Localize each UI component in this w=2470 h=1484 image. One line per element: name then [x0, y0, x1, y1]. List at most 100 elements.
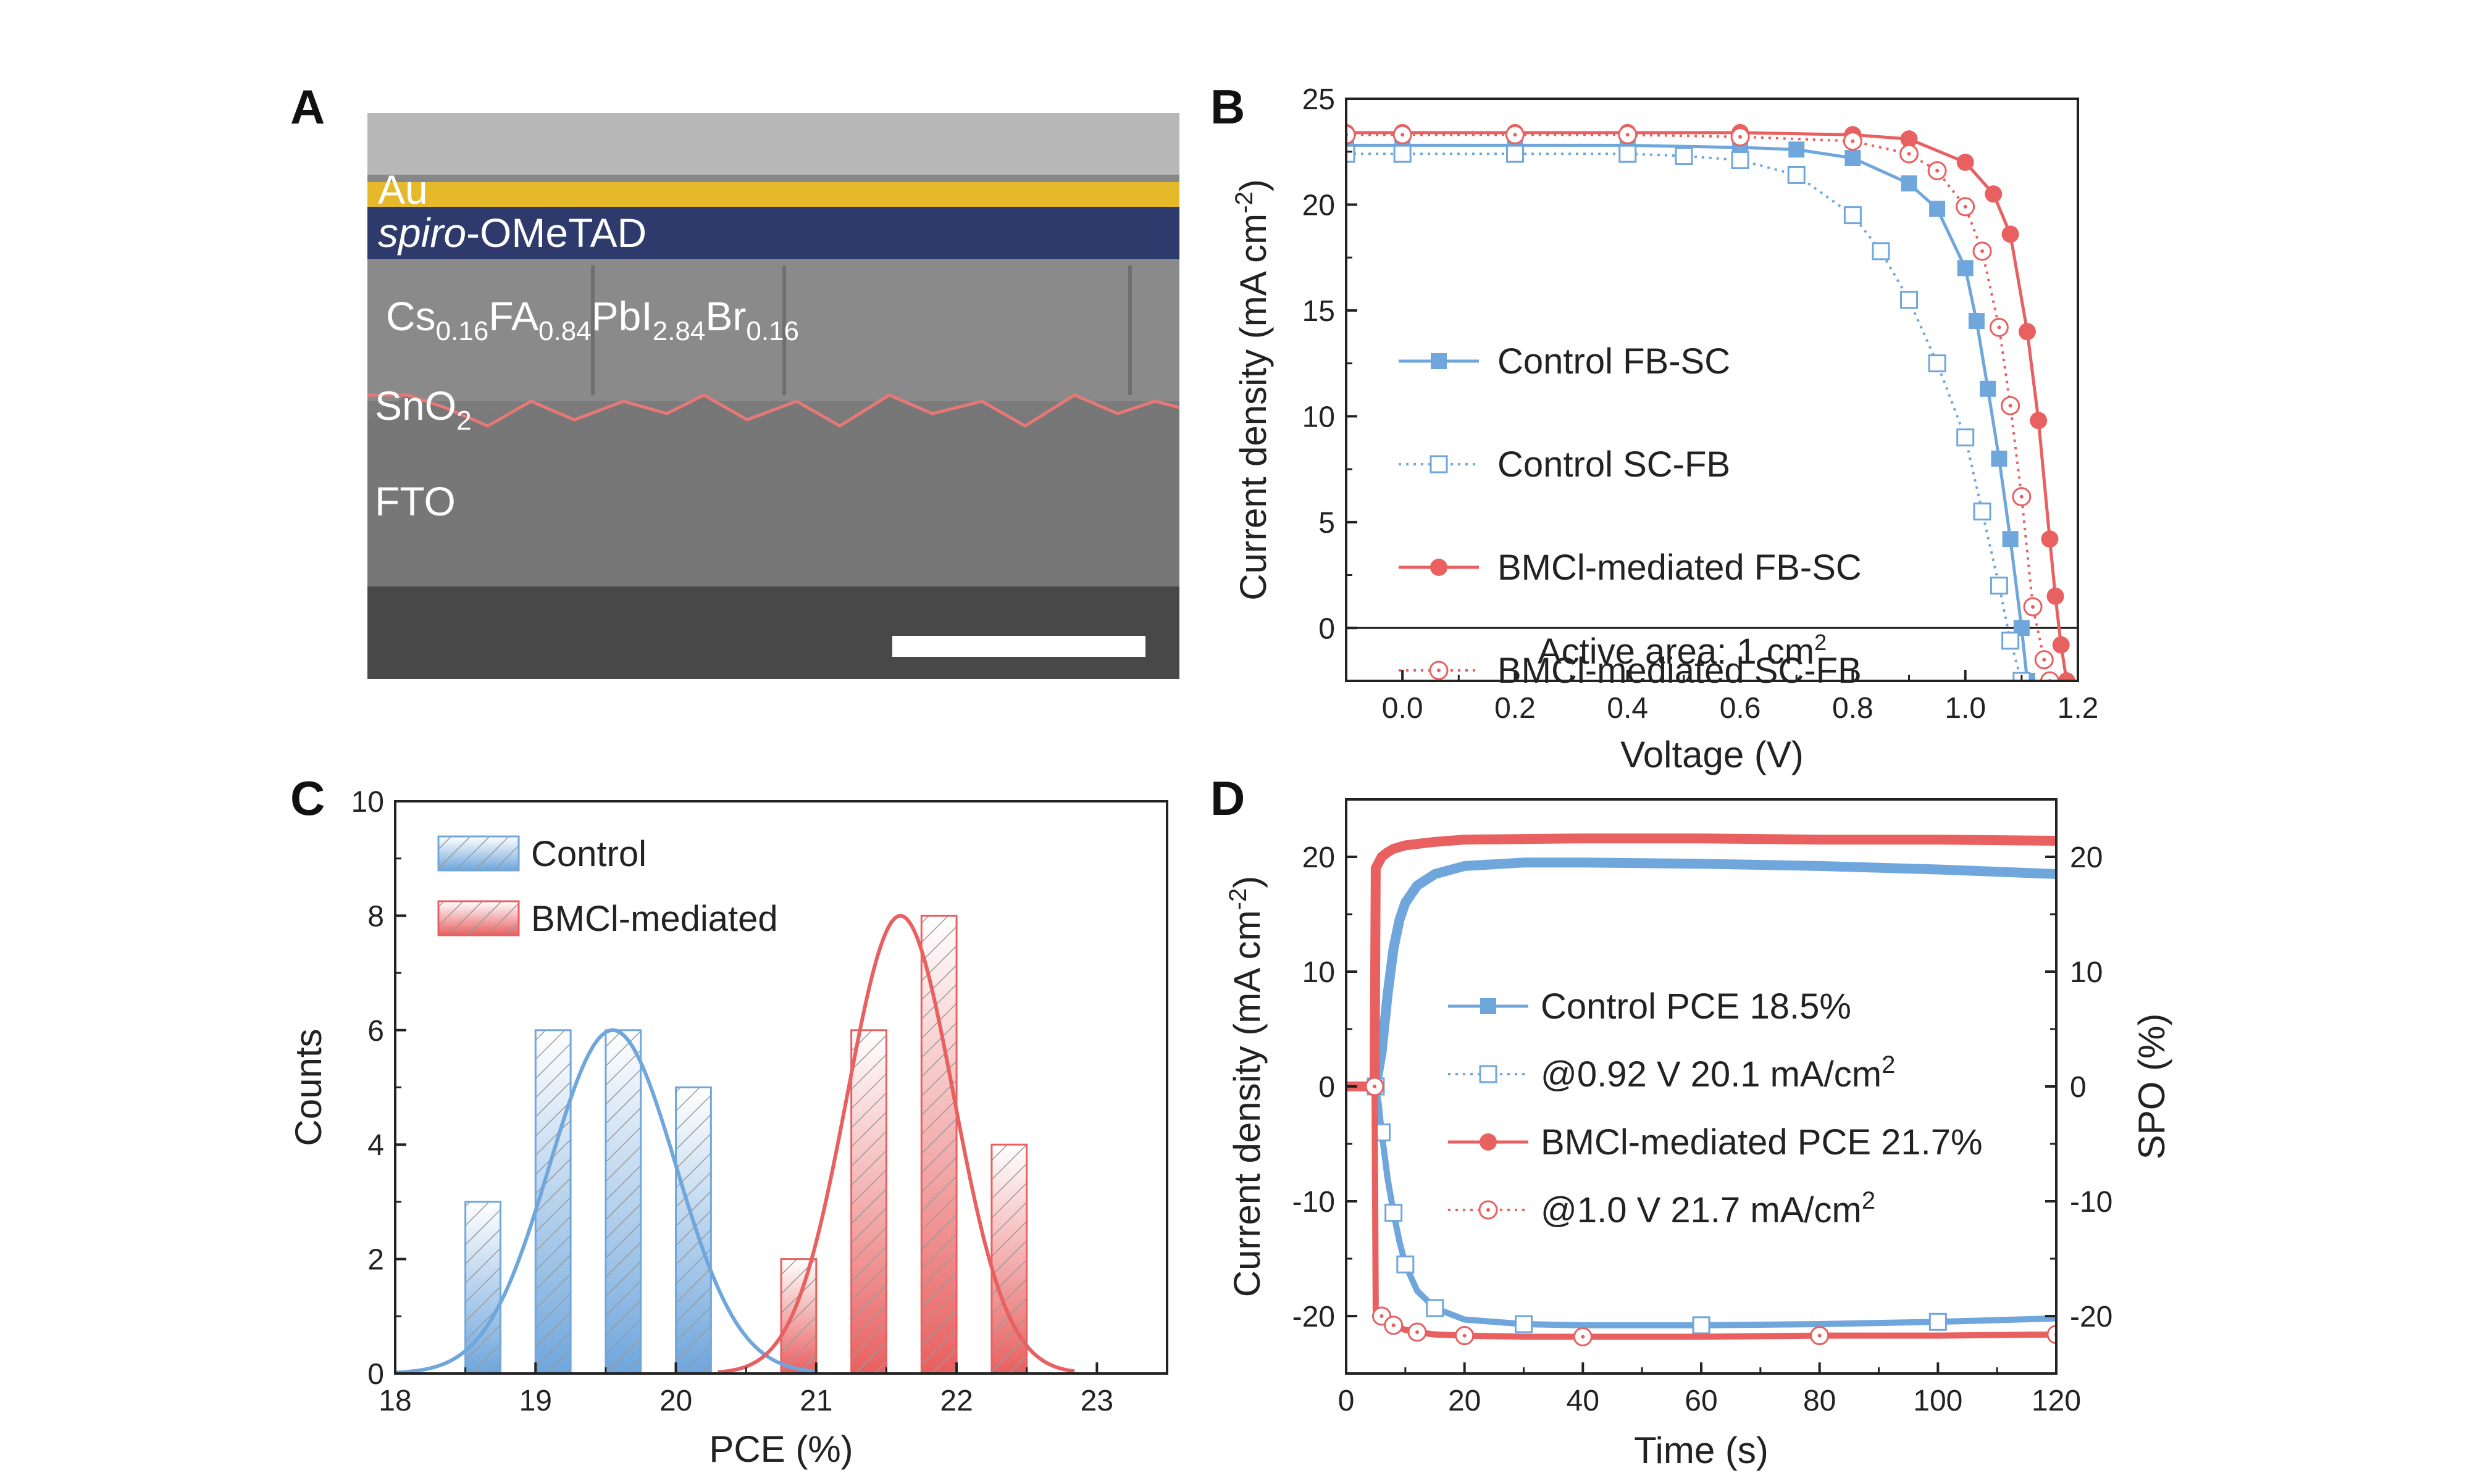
legend-label: BMCl-mediated SC-FB [1497, 651, 1862, 691]
gaussian-fit-curve [718, 914, 1075, 1374]
jv-point [2041, 530, 2059, 548]
jv-point [1968, 313, 1985, 330]
y-tick-label: 25 [1302, 83, 1335, 116]
jv-point [1505, 144, 1524, 163]
label-spiro: spiro-OMeTAD [378, 210, 647, 256]
jv-point [1900, 130, 1918, 148]
y-axis-title: Current density (mA cm-2) [1231, 179, 1274, 600]
spo-point-dot [1415, 1330, 1419, 1335]
spo-curve [1346, 857, 2056, 1091]
y-tick-label: 6 [367, 1015, 384, 1048]
jv-legend: Control FB-SC Control SC-FB BMCl-mediated … [1399, 341, 1862, 691]
au-layer [367, 182, 1179, 207]
label-perovskite: Cs0.16FA0.84PbI2.84Br0.16 [386, 293, 799, 346]
y-tick-label: 0 [367, 1358, 384, 1391]
jv-point-dot [2008, 404, 2012, 408]
panel-a-letter: A [290, 80, 325, 134]
jv-point [2040, 671, 2059, 681]
jv-chart: 0.0 0.2 0.4 0.6 0.8 1.0 1.2 0 5 10 15 20 25 Voltage (… [1231, 83, 2098, 775]
histogram-series-1 [464, 1029, 712, 1375]
spo-point-dot [1817, 1333, 1822, 1338]
y-axis-title: Counts [288, 1028, 329, 1146]
x-tick-label: 23 [1081, 1385, 1113, 1417]
histogram-bar-hatch [534, 1029, 572, 1375]
legend-marker [1430, 559, 1447, 576]
x-tick-label: 1.2 [2058, 692, 2099, 725]
legend-label: Control FB-SC [1497, 341, 1730, 381]
jv-point [1346, 125, 1356, 144]
legend-marker [1480, 1133, 1497, 1151]
panel-b-letter: B [1210, 80, 1245, 134]
legend-swatch-hatch [437, 900, 520, 936]
legend-label: BMCl-mediated FB-SC [1497, 548, 1862, 588]
y-tick-label: 2 [367, 1244, 384, 1277]
legend-swatch-hatch [437, 835, 520, 872]
legend-label: BMCl-mediated [531, 899, 778, 939]
sem-top-surface [367, 113, 1179, 175]
jv-point [2001, 225, 2019, 243]
jv-point-dot [1907, 152, 1911, 156]
sno2-interface-line [367, 393, 1180, 428]
y-tick-label: 5 [1318, 507, 1335, 540]
legend-marker-dot [1486, 1208, 1490, 1212]
spo-series-4 [1346, 1077, 2056, 1346]
legend-marker-dot [1437, 669, 1441, 672]
spo-legend: Control PCE 18.5% @0.92 V 20.1 mA/cm2 BMCl… [1448, 986, 1983, 1230]
jv-point [1618, 144, 1637, 163]
spo-chart: 0 20 40 60 80 100 120 -20 -10 0 10 20 -20 -10 0 10 20 Tim… [1225, 798, 2172, 1471]
sem-image: Au spiro-OMeTAD Cs0.16FA0.84PbI2.84Br0.1… [367, 113, 1180, 679]
jv-point [1900, 291, 1919, 309]
y-tick-label: 0 [1318, 1071, 1335, 1104]
spo-point-dot [1379, 1314, 1384, 1318]
legend-marker [1480, 998, 1496, 1014]
jv-point [2030, 412, 2048, 430]
jv-point [1929, 201, 1946, 217]
panel-c: C 18 19 20 21 22 23 0 2 4 6 8 10 PCE (%) Counts Contro… [288, 771, 1168, 1470]
jv-series-1 [1346, 137, 2035, 681]
label-au: Au [378, 167, 428, 212]
jv-point [2058, 672, 2075, 681]
y-tick-label: 4 [367, 1129, 384, 1162]
x-tick-label: 20 [1448, 1385, 1481, 1417]
histogram-bar-hatch [850, 1029, 887, 1375]
y-tick-label: 10 [1302, 401, 1335, 433]
jv-series-4 [1346, 125, 2059, 681]
jv-point-dot [1400, 133, 1405, 137]
spo-point-dot [1462, 1333, 1467, 1338]
y-axis-title: Current density (mA cm-2) [1225, 876, 1268, 1297]
jv-point [1788, 141, 1805, 158]
pce-histogram: 18 19 20 21 22 23 0 2 4 6 8 10 PCE (%) Counts Control B… [288, 786, 1168, 1470]
histogram-bar-hatch [920, 914, 958, 1375]
spo-point-dot [1581, 1335, 1585, 1339]
jv-point [1991, 450, 2007, 467]
spo-series-1 [1346, 857, 2056, 1091]
spo-point [1384, 1204, 1403, 1222]
jv-point-dot [1513, 133, 1517, 137]
x-tick-label: 1.0 [1945, 692, 1986, 725]
y-tick-label: -10 [1292, 1186, 1335, 1219]
spo-point-dot [1373, 1085, 1376, 1088]
legend-marker [1431, 353, 1447, 369]
jv-point [2018, 323, 2036, 341]
y2-tick-label: -10 [2070, 1186, 2112, 1219]
histogram-series-2 [780, 914, 1028, 1375]
panel-a: A Au spiro-OMeTAD Cs0.16FA0.84PbI2.84Br0… [290, 80, 1180, 679]
y-tick-label: 15 [1302, 295, 1335, 328]
x-tick-label: 0.4 [1607, 692, 1648, 725]
jv-curve [1346, 143, 2029, 681]
jv-point-dot [1851, 139, 1855, 143]
jv-point [1973, 502, 1991, 521]
label-fto: FTO [375, 478, 456, 524]
x-tick-label: 100 [1913, 1385, 1962, 1417]
legend-marker [1430, 455, 1448, 473]
jv-curve [1346, 133, 2051, 681]
jv-point-dot [2031, 604, 2035, 609]
spiro-layer [367, 207, 1179, 259]
x-axis-title: Time (s) [1634, 1430, 1769, 1471]
legend-label: Control SC-FB [1497, 444, 1730, 485]
spo-point [1426, 1299, 1444, 1317]
y2-tick-label: 0 [2070, 1071, 2087, 1104]
legend-label: @0.92 V 20.1 mA/cm2 [1541, 1051, 1895, 1094]
jv-point [2052, 636, 2070, 654]
